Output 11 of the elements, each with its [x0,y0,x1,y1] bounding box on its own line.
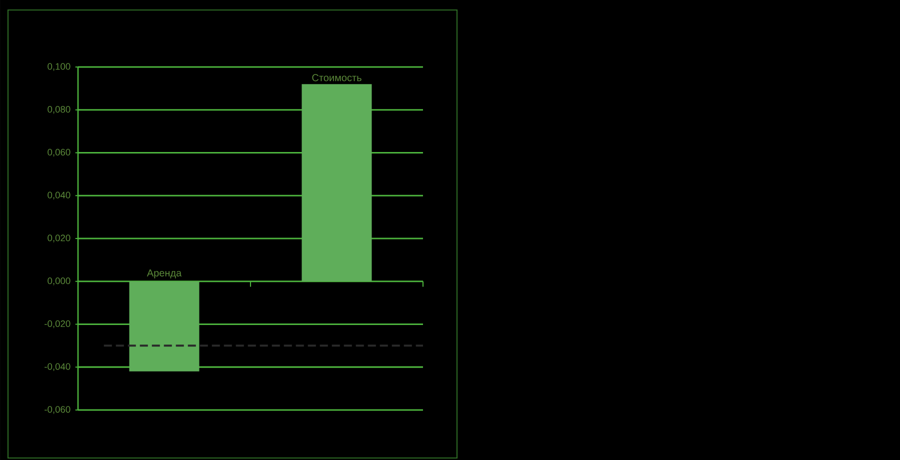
y-tick-label: 0,000 [48,278,70,286]
y-tick-label: -0,020 [44,320,70,328]
y-tick-label: 0,100 [48,63,70,71]
y-tick-label: 0,040 [48,192,70,200]
y-tick-label: 0,060 [48,148,70,157]
y-tick-label: 0,020 [48,234,70,242]
y-tick-label: -0,060 [44,406,70,414]
y-tick-label: -0,040 [44,363,70,371]
x-tick-label: Аренда [146,269,182,278]
y-tick-label: 0,080 [48,106,70,114]
x-tick-label: Стоимость [312,74,362,82]
